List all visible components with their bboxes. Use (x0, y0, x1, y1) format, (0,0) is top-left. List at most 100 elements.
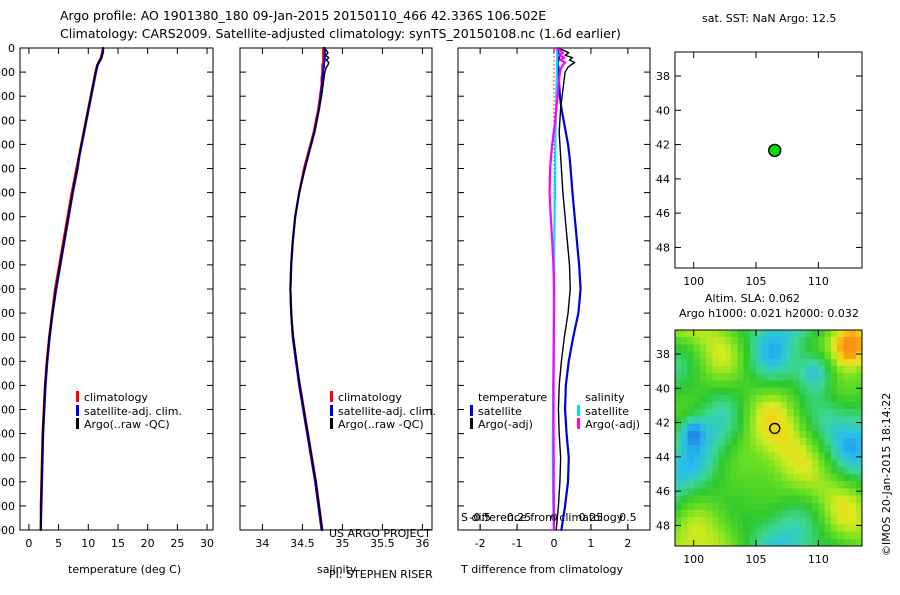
difference-legend-salinity-column: salinity satellite Argo(-adj) (577, 389, 640, 431)
legend-item: climatology (330, 389, 436, 404)
x-tick-label: 35 (335, 537, 349, 550)
series-line-climatology (289, 46, 325, 532)
legend-label: satellite (585, 404, 629, 418)
x-tick-label: 20 (141, 537, 155, 550)
legend-swatch-temperature-satellite (470, 404, 473, 416)
legend-swatch-argo-raw (76, 418, 79, 429)
project-credit: US ARGO PROJECT PI: STEPHEN RISER (329, 500, 433, 595)
y-tick-label: 100 (0, 66, 15, 79)
salinity-xaxis-label: salinity (317, 563, 357, 576)
profile-location-marker (769, 422, 781, 435)
temperature-plot: 0510152025300100200300400500600700800900… (0, 42, 214, 550)
x-tick-label: -1 (512, 537, 523, 550)
x-tick-label-top-axis: -0.5 (469, 511, 490, 524)
plot-frame (239, 47, 433, 531)
map-y-tick-label: -38 (655, 70, 670, 83)
x-tick-label-top-axis: 0.25 (579, 511, 604, 524)
legend-swatch-satellite-adj (330, 404, 333, 416)
page-title-line1: Argo profile: AO 1901380_180 09-Jan-2015… (60, 8, 547, 23)
x-tick-label: 36 (415, 537, 429, 550)
legend-item: satellite (577, 403, 640, 418)
legend-swatch-salinity-argo (577, 418, 581, 429)
x-tick-label-top-axis: -0.25 (503, 511, 531, 524)
x-tick-label: 2 (624, 537, 631, 550)
difference-legend-temperature-column: temperature satellite Argo(-adj) (470, 389, 548, 431)
map-y-tick-label: -48 (655, 519, 670, 532)
y-tick-label: 1500 (0, 404, 15, 417)
sla-map-plot: 100 105 110 -38 -40 -42 -44 -46 -48 (655, 329, 863, 566)
legend-label: climatology (338, 391, 402, 404)
y-tick-label: 500 (0, 163, 15, 176)
map-y-tick-label: -44 (655, 173, 670, 186)
legend-group-label: temperature (478, 391, 548, 404)
y-tick-label: 600 (0, 187, 15, 200)
series-line-temperature-argo-adj- (555, 47, 576, 531)
difference-xaxis-label-bottom: T difference from climatology (461, 563, 623, 576)
y-tick-label: 1300 (0, 355, 15, 368)
principal-investigator: PI: STEPHEN RISER (329, 567, 433, 581)
legend-label: satellite-adj. clim. (338, 404, 436, 418)
legend-item: Argo(..raw -QC) (76, 416, 182, 431)
project-name: US ARGO PROJECT (329, 527, 431, 540)
legend-swatch-satellite-adj (76, 404, 79, 416)
x-tick-label-top-axis: 0.5 (619, 511, 637, 524)
salinity-axes: 34 34.5 35 35.5 36 (239, 46, 433, 550)
series-line-satellite-adj-clim- (289, 46, 326, 532)
x-tick-label: 0 (551, 537, 558, 550)
legend-header: salinity (577, 389, 640, 404)
page-title-line2: Climatology: CARS2009. Satellite-adjuste… (60, 26, 621, 41)
map-y-tick-label: -38 (655, 348, 670, 361)
legend-swatch-spacer (577, 391, 580, 402)
legend-label: Argo(..raw -QC) (84, 418, 170, 431)
legend-item: Argo(-adj) (577, 416, 640, 431)
y-tick-label: 1900 (0, 500, 15, 513)
y-tick-label: 1200 (0, 331, 15, 344)
x-tick-label: 5 (55, 537, 62, 550)
map-y-tick-label: -42 (655, 139, 670, 152)
legend-label: satellite (478, 404, 522, 418)
temperature-legend: climatology satellite-adj. clim. Argo(..… (76, 389, 182, 431)
y-tick-label: 200 (0, 90, 15, 103)
map-y-tick-label: -44 (655, 451, 670, 464)
legend-item: Argo(..raw -QC) (330, 416, 436, 431)
sst-map-axes: 100 105 110 -38 -40 -42 -44 -46 -48 (655, 51, 863, 288)
x-tick-label: 34 (255, 537, 269, 550)
y-tick-label: 1400 (0, 379, 15, 392)
legend-label: Argo(..raw -QC) (338, 418, 424, 431)
y-tick-label: 2000 (0, 524, 15, 537)
temperature-xaxis-label: temperature (deg C) (68, 563, 182, 576)
y-tick-label: 300 (0, 114, 15, 127)
profile-location-marker (768, 143, 782, 158)
x-tick-label: 10 (81, 537, 95, 550)
salinity-plot: 34 34.5 35 35.5 36 (239, 46, 433, 550)
sst-map-title: sat. SST: NaN Argo: 12.5 (702, 12, 837, 25)
sst-map: 100 105 110 -38 -40 -42 -44 -46 -48 (655, 30, 900, 295)
temperature-axes: 0510152025300100200300400500600700800900… (0, 42, 214, 550)
legend-item: climatology (76, 389, 182, 404)
difference-xaxis-label-top: S difference from climatology (461, 511, 624, 524)
x-tick-label: -2 (475, 537, 486, 550)
legend-swatch-spacer (470, 391, 473, 402)
map-y-tick-label: -46 (655, 485, 670, 498)
sst-map-plot: 100 105 110 -38 -40 -42 -44 -46 -48 (655, 51, 863, 288)
legend-swatch-argo-raw (330, 418, 333, 429)
legend-label: satellite-adj. clim. (84, 404, 182, 418)
legend-swatch-salinity-satellite (577, 404, 581, 416)
salinity-panel: 34 34.5 35 35.5 36 (235, 40, 455, 580)
y-tick-label: 800 (0, 235, 15, 248)
temperature-panel: 0510152025300100200300400500600700800900… (0, 40, 235, 580)
map-y-tick-label: -40 (655, 382, 670, 395)
series-line-satellite-adj-clim- (39, 46, 105, 532)
sla-color-field (675, 330, 862, 546)
legend-item: satellite-adj. clim. (76, 403, 182, 418)
y-tick-label: 0 (8, 42, 15, 55)
y-tick-label: 1600 (0, 428, 15, 441)
y-tick-label: 900 (0, 259, 15, 272)
map-y-tick-label: -42 (655, 417, 670, 430)
legend-group-label: salinity (585, 391, 625, 404)
difference-legend: temperature satellite Argo(-adj) salinit… (470, 389, 640, 431)
